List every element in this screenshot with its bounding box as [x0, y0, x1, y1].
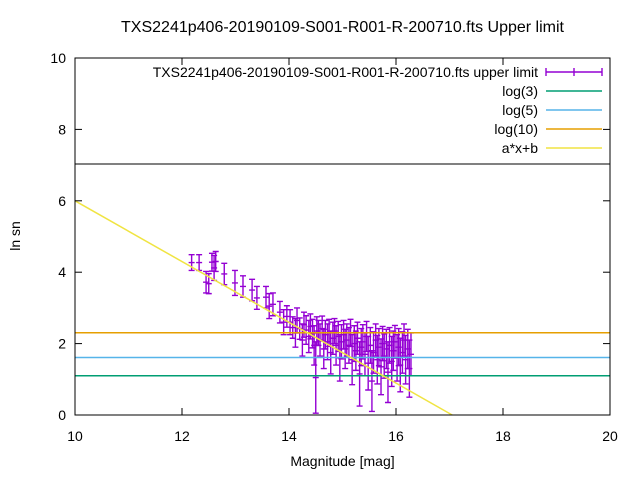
errorbar-point	[340, 319, 347, 350]
errorbar-point	[303, 315, 310, 346]
legend-label: log(3)	[502, 83, 538, 99]
errorbar-point	[319, 315, 326, 342]
errorbar-point	[289, 316, 296, 339]
errorbar-point	[266, 292, 273, 320]
errorbar-point	[386, 326, 393, 364]
errorbar-point	[351, 325, 358, 363]
errorbar-point	[331, 317, 338, 345]
errorbar-point	[312, 341, 319, 414]
errorbar-point	[359, 323, 366, 360]
errorbar-point	[313, 316, 320, 347]
legend-label: log(10)	[494, 121, 538, 137]
x-tick-label: 10	[67, 428, 83, 444]
x-tick-label: 20	[602, 428, 618, 444]
legend-label: a*x+b	[502, 140, 538, 156]
errorbar-point	[406, 339, 413, 398]
errorbar-point	[280, 308, 287, 336]
x-tick-label: 16	[388, 428, 404, 444]
errorbar-point	[404, 328, 411, 370]
legend-label: log(5)	[502, 102, 538, 118]
errorbar-point	[333, 325, 340, 366]
plot-border	[74, 57, 611, 416]
errorbar-point	[269, 292, 276, 317]
errorbar-point	[239, 275, 246, 298]
errorbar-point	[378, 338, 385, 396]
errorbar-point	[188, 254, 195, 272]
errorbar-point	[196, 254, 203, 272]
y-tick-label: 4	[58, 264, 66, 280]
errorbar-point	[402, 334, 409, 385]
errorbar-point	[345, 326, 352, 364]
y-tick-label: 6	[58, 193, 66, 209]
errorbar-point	[383, 328, 390, 370]
errorbar-point	[307, 313, 314, 340]
errorbar-point	[205, 272, 212, 295]
x-tick-label: 12	[174, 428, 190, 444]
errorbar-point	[372, 323, 379, 357]
errorbar-point	[324, 323, 331, 361]
y-tick-label: 10	[50, 50, 66, 66]
errorbar-point	[253, 285, 260, 311]
errorbar-point	[203, 270, 210, 294]
chart-title: TXS2241p406-20190109-S001-R001-R-200710.…	[121, 19, 564, 36]
errorbar-point	[262, 285, 269, 309]
errorbar-point	[309, 318, 316, 349]
errorbar-point	[221, 262, 228, 286]
errorbar-point	[368, 350, 375, 413]
errorbar-point	[390, 330, 397, 372]
errorbar-point	[358, 327, 365, 367]
errorbar-point	[367, 326, 374, 364]
y-tick-label: 0	[58, 407, 66, 423]
errorbar-point	[208, 252, 215, 272]
errorbar-point	[381, 333, 388, 379]
errorbar-point	[374, 334, 381, 385]
errorbar-point	[305, 319, 312, 354]
x-tick-label: 18	[495, 428, 511, 444]
fit-line	[74, 200, 453, 416]
errorbar-point	[401, 323, 408, 357]
errorbar-point	[354, 321, 361, 356]
errorbar-point	[211, 254, 218, 282]
errorbar-point	[327, 330, 334, 375]
errorbar-point	[322, 319, 329, 350]
errorbar-point	[249, 278, 256, 302]
errorbar-point	[212, 250, 219, 273]
errorbar-point	[399, 331, 406, 374]
x-tick-label: 14	[281, 428, 297, 444]
errorbar-point	[329, 321, 336, 356]
errorbar-point	[299, 323, 306, 357]
y-axis-label: ln sn	[7, 221, 23, 251]
errorbar-point	[300, 311, 307, 338]
errorbar-point	[342, 328, 349, 370]
errorbar-point	[294, 307, 301, 334]
errorbar-point	[352, 330, 359, 372]
errorbar-point	[231, 269, 238, 297]
errorbar-point	[397, 337, 404, 393]
errorbar-point	[395, 327, 402, 367]
errorbar-point	[356, 341, 363, 407]
errorbar-point	[338, 323, 345, 360]
errorbar-point	[375, 327, 382, 367]
errorbar-point	[283, 305, 290, 328]
legend-label: TXS2241p406-20190109-S001-R001-R-200710.…	[153, 64, 538, 80]
errorbar-point	[388, 335, 395, 388]
errorbar-point	[370, 331, 377, 374]
y-tick-label: 2	[58, 336, 66, 352]
errorbar-point	[391, 324, 398, 359]
errorbar-point	[379, 325, 386, 362]
errorbar-point	[335, 320, 342, 353]
errorbar-point	[276, 300, 283, 324]
errorbar-point	[343, 323, 350, 357]
legend-sample-errorbar	[545, 68, 603, 76]
errorbar-point	[384, 341, 391, 404]
x-axis-label: Magnitude [mag]	[290, 453, 395, 469]
y-tick-label: 8	[58, 121, 66, 137]
errorbar-point	[349, 333, 356, 386]
